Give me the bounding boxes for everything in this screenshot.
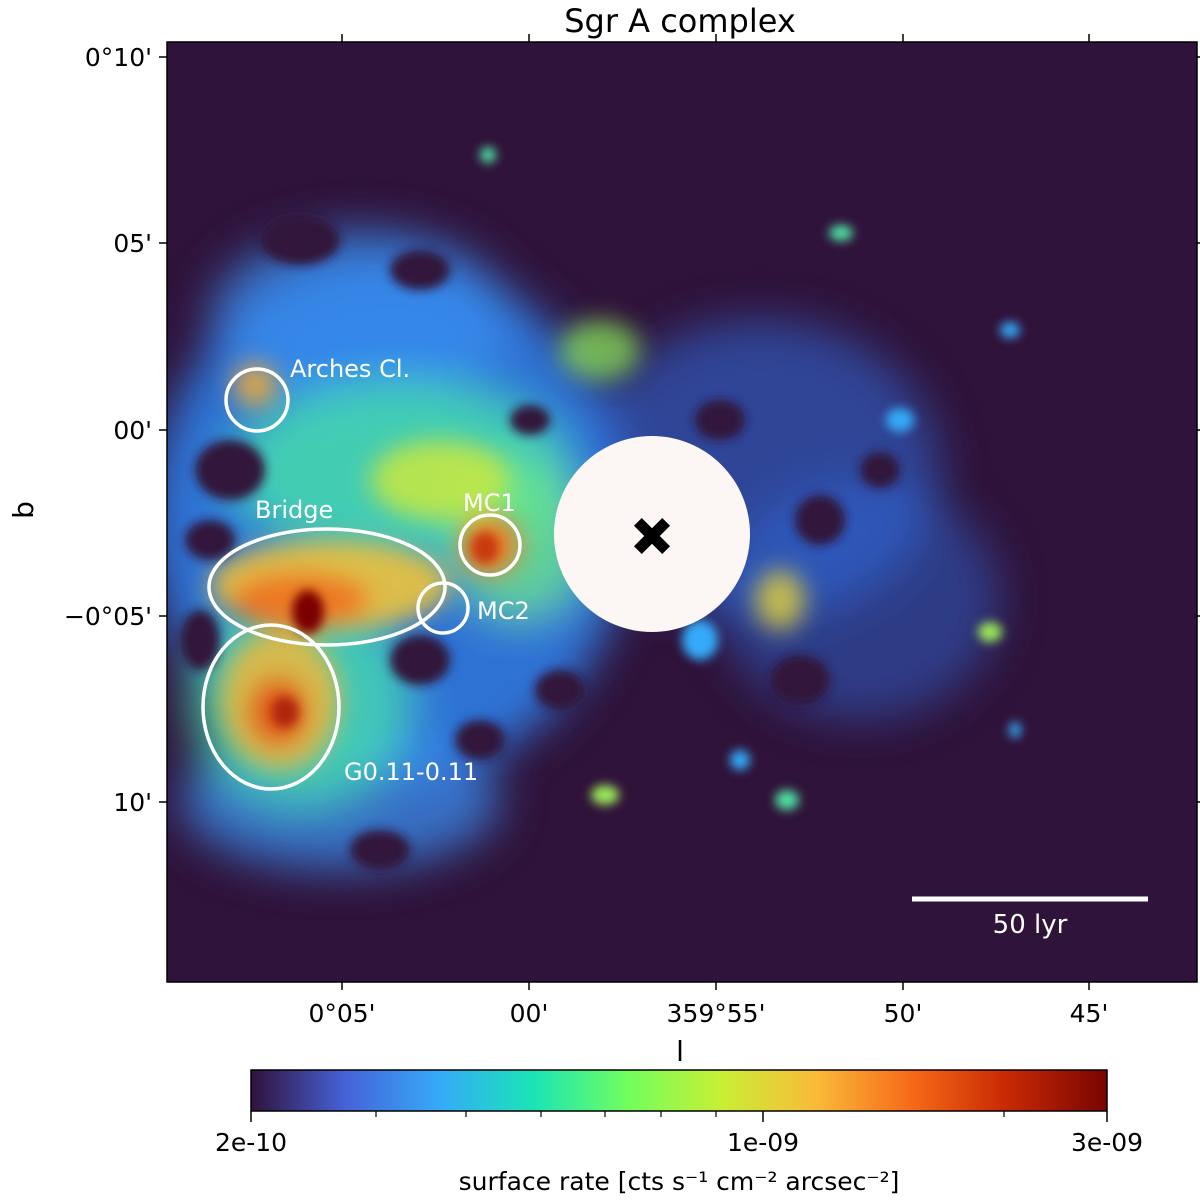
y-axis-label: b	[7, 501, 40, 519]
y-tick-label: 00'	[113, 416, 152, 445]
plot-frame	[166, 41, 1198, 983]
annotation-bridge: Bridge	[255, 496, 333, 524]
colorbar-label: surface rate [cts s⁻¹ cm⁻² arcsec⁻²]	[459, 1167, 900, 1196]
x-tick-label: 359°55'	[667, 999, 766, 1028]
colorbar-tick-label: 2e-10	[215, 1128, 287, 1157]
chart-title: Sgr A complex	[564, 2, 796, 40]
arches-cluster-region	[224, 367, 290, 433]
x-tick-label: 50'	[884, 999, 923, 1028]
x-axis-label: l	[676, 1035, 684, 1068]
colorbar-major-ticks	[250, 1111, 1108, 1122]
sgr-a-star-cross-icon	[633, 517, 671, 555]
mc2-region	[416, 581, 470, 635]
y-tick-label: 05'	[113, 229, 152, 258]
y-axis-ticks	[159, 56, 1200, 803]
g011-region	[201, 623, 341, 791]
colorbar-tick-label: 1e-09	[727, 1128, 799, 1157]
x-tick-label: 0°05'	[308, 999, 375, 1028]
x-tick-label: 00'	[510, 999, 549, 1028]
scale-bar-label: 50 lyr	[993, 910, 1068, 940]
annotation-g011: G0.11-0.11	[344, 758, 478, 786]
y-tick-label: 10'	[113, 788, 152, 817]
annotation-mc2: MC2	[477, 597, 530, 625]
annotation-mc1: MC1	[463, 489, 516, 517]
y-tick-label: 0°10'	[85, 43, 152, 72]
colorbar	[250, 1069, 1108, 1112]
bridge-region	[207, 527, 447, 647]
x-axis-ticks	[341, 34, 1090, 990]
y-tick-label: −0°05'	[64, 602, 152, 631]
colorbar-tick-label: 3e-09	[1071, 1128, 1143, 1157]
x-tick-label: 45'	[1070, 999, 1109, 1028]
annotation-arches-cl: Arches Cl.	[290, 355, 410, 383]
mc1-region	[458, 513, 522, 577]
colorbar-minor-ticks	[375, 1111, 1005, 1117]
